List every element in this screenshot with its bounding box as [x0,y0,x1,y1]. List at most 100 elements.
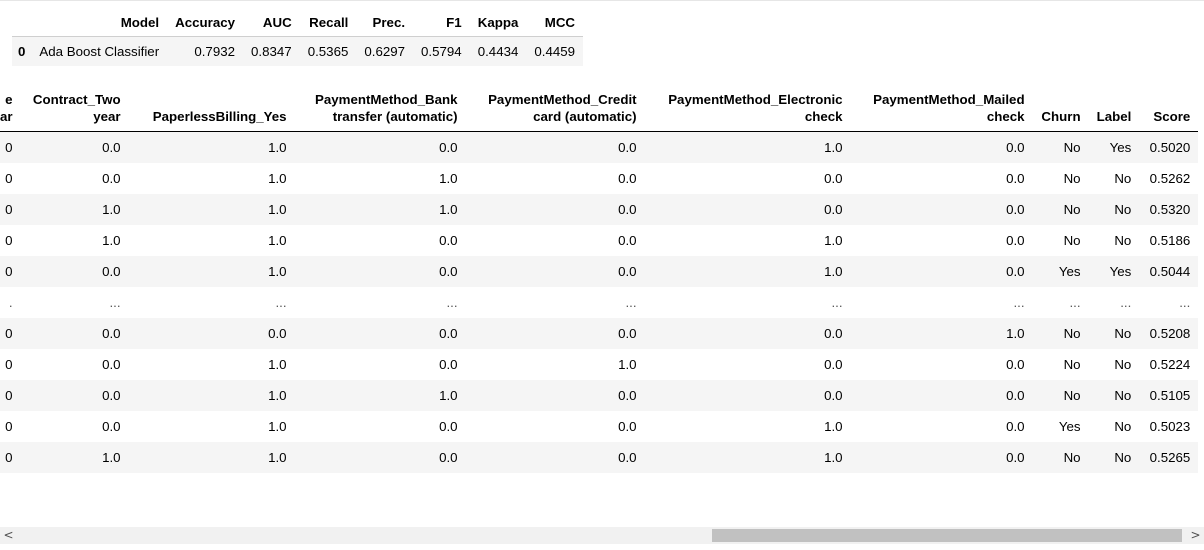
metrics-header-kappa: Kappa [469,8,527,37]
table-row: 0 0.0 1.0 1.0 0.0 0.0 0.0 No No 0.5105 [0,380,1199,411]
cell-score: 0.5044 [1139,256,1199,287]
cell-contract-one-year-fragment: 0 [0,380,19,411]
predictions-header-row: e ar Contract_Two year PaperlessBilling_Ye… [0,86,1199,132]
cell-score: 0.5186 [1139,225,1199,256]
metrics-table-header: Model Accuracy AUC Recall Prec. F1 Kappa… [12,8,584,37]
cell-paperless-billing-yes: 1.0 [128,411,295,442]
cell-payment-electronic-check: 0.0 [644,349,851,380]
cell-contract-two-year: 1.0 [18,194,129,225]
cell-payment-credit-card: 1.0 [465,349,645,380]
cell-score: 0.5020 [1139,131,1199,163]
cell-paperless-billing-yes: 1.0 [128,349,295,380]
cell-churn: Yes [1032,411,1089,442]
header-paperless-billing-yes: PaperlessBilling_Yes [128,86,295,132]
chevron-left-icon[interactable]: < [3,528,14,542]
cell-contract-two-year: 0.0 [18,349,129,380]
chevron-right-icon[interactable]: > [1190,528,1201,542]
metrics-header-row: Model Accuracy AUC Recall Prec. F1 Kappa… [12,8,584,37]
scrollbar-thumb[interactable] [712,529,1182,542]
cell-payment-bank-transfer: 0.0 [294,225,466,256]
header-score: Score [1139,86,1199,132]
cell-score: ... [1139,287,1199,318]
metrics-auc-value: 0.8347 [243,36,300,66]
cell-score: 0.5262 [1139,163,1199,194]
cell-paperless-billing-yes: 1.0 [128,442,295,473]
cell-contract-one-year-fragment: 0 [0,349,19,380]
table-row: 0 0.0 1.0 1.0 0.0 0.0 0.0 No No 0.5262 [0,163,1199,194]
cell-contract-two-year: 0.0 [18,318,129,349]
cell-paperless-billing-yes: 1.0 [128,225,295,256]
table-row: 0 0.0 1.0 0.0 0.0 1.0 0.0 Yes Yes 0.5044 [0,256,1199,287]
cell-payment-mailed-check: 0.0 [850,442,1033,473]
cell-payment-mailed-check: 0.0 [850,194,1033,225]
cell-churn: No [1032,442,1089,473]
metrics-header-accuracy: Accuracy [167,8,244,37]
cell-score: 0.5320 [1139,194,1199,225]
table-row: 0 1.0 1.0 0.0 0.0 1.0 0.0 No No 0.5265 [0,442,1199,473]
metrics-mcc-value: 0.4459 [526,36,584,66]
cell-contract-one-year-fragment: 0 [0,318,19,349]
cell-payment-credit-card: 0.0 [465,318,645,349]
cell-payment-credit-card: 0.0 [465,131,645,163]
table-row: 0 0.0 1.0 0.0 0.0 1.0 0.0 Yes No 0.5023 [0,411,1199,442]
horizontal-scrollbar[interactable]: < > [0,527,1204,544]
header-payment-bank-transfer: PaymentMethod_Bank transfer (automatic) [294,86,466,132]
header-label: Label [1088,86,1140,132]
header-payment-credit-card: PaymentMethod_Credit card (automatic) [465,86,645,132]
cell-payment-credit-card: 0.0 [465,442,645,473]
cell-payment-electronic-check: 1.0 [644,256,851,287]
cell-label: No [1088,442,1140,473]
cell-payment-bank-transfer: 0.0 [294,131,466,163]
cell-contract-two-year: 0.0 [18,131,129,163]
cell-payment-mailed-check: 0.0 [850,131,1033,163]
metrics-row: 0 Ada Boost Classifier 0.7932 0.8347 0.5… [12,36,584,66]
cell-paperless-billing-yes: 1.0 [128,131,295,163]
metrics-kappa-value: 0.4434 [469,36,527,66]
cell-contract-one-year-fragment: 0 [0,256,19,287]
cell-payment-mailed-check: 0.0 [850,411,1033,442]
cell-payment-mailed-check: 0.0 [850,380,1033,411]
cell-payment-electronic-check: ... [644,287,851,318]
cell-score: 0.5105 [1139,380,1199,411]
cell-payment-electronic-check: 1.0 [644,442,851,473]
metrics-header-recall: Recall [299,8,357,37]
cell-contract-two-year: 0.0 [18,411,129,442]
table-row: 0 0.0 1.0 0.0 0.0 1.0 0.0 No Yes 0.5020 [0,131,1199,163]
cell-payment-bank-transfer: 0.0 [294,442,466,473]
cell-label: Yes [1088,256,1140,287]
cell-churn: No [1032,380,1089,411]
cell-label: No [1088,225,1140,256]
cell-payment-credit-card: 0.0 [465,225,645,256]
cell-label: No [1088,163,1140,194]
cell-payment-mailed-check: 1.0 [850,318,1033,349]
table-row: 0 0.0 1.0 0.0 1.0 0.0 0.0 No No 0.5224 [0,349,1199,380]
metrics-header-precision: Prec. [356,8,414,37]
cell-label: No [1088,411,1140,442]
cell-label: ... [1088,287,1140,318]
cell-label: No [1088,318,1140,349]
cell-payment-electronic-check: 1.0 [644,411,851,442]
cell-paperless-billing-yes: 0.0 [128,318,295,349]
cell-payment-bank-transfer: ... [294,287,466,318]
cell-contract-one-year-fragment: 0 [0,411,19,442]
cell-payment-mailed-check: 0.0 [850,256,1033,287]
cell-payment-credit-card: 0.0 [465,194,645,225]
metrics-row-index: 0 [12,36,32,66]
predictions-table-viewport[interactable]: e ar Contract_Two year PaperlessBilling_Ye… [0,86,1204,486]
cell-score: 0.5023 [1139,411,1199,442]
cell-payment-bank-transfer: 0.0 [294,318,466,349]
ellipsis-row: ............................ [0,287,1199,318]
cell-contract-two-year: 0.0 [18,380,129,411]
metrics-model-name: Ada Boost Classifier [31,36,168,66]
cell-churn: No [1032,131,1089,163]
header-churn: Churn [1032,86,1089,132]
cell-payment-electronic-check: 0.0 [644,318,851,349]
cell-churn: No [1032,318,1089,349]
cell-contract-one-year-fragment: . [0,287,19,318]
cell-payment-electronic-check: 0.0 [644,380,851,411]
cell-payment-mailed-check: 0.0 [850,225,1033,256]
cell-payment-mailed-check: 0.0 [850,349,1033,380]
header-contract-one-year-fragment: e ar [0,86,19,132]
metrics-f1-value: 0.5794 [413,36,470,66]
cell-contract-one-year-fragment: 0 [0,442,19,473]
